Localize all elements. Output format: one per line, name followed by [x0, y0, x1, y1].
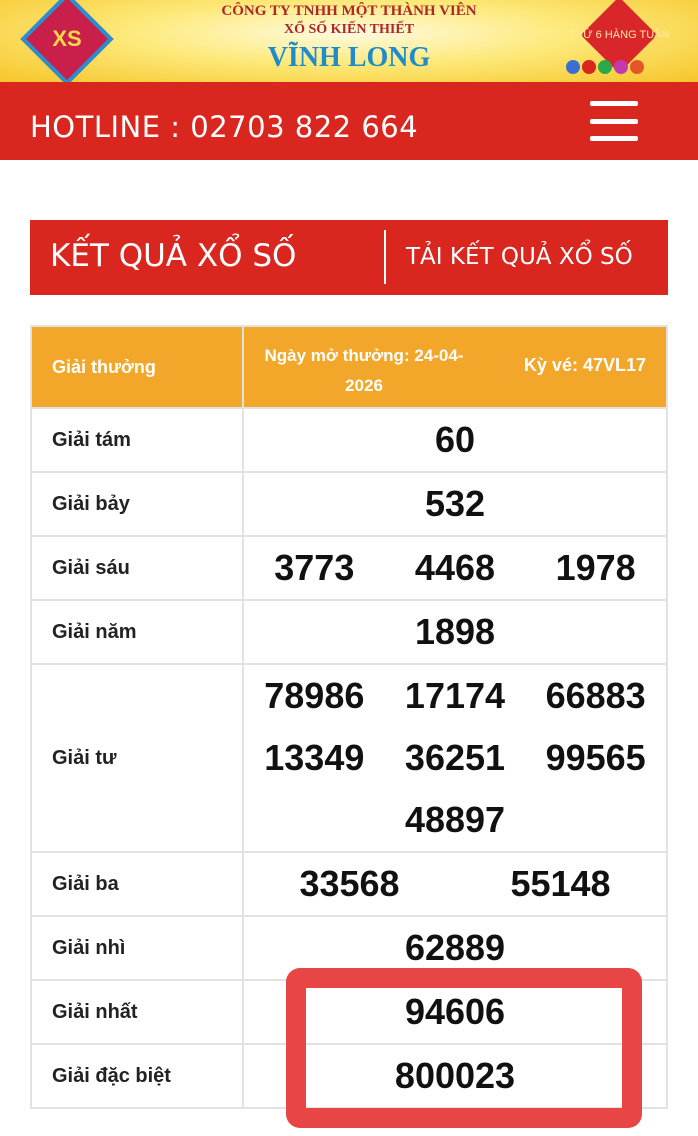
prize-name: Giải sáu	[30, 535, 244, 601]
table-row: Giải bảy 532	[30, 471, 668, 537]
hotline[interactable]: HOTLINE : 02703 822 664	[30, 110, 419, 144]
prize-number: 1898	[414, 611, 496, 652]
prize-numbers: 532	[242, 471, 668, 537]
company-line-2: XỔ SỐ KIẾN THIẾT	[283, 22, 415, 37]
section-title: KẾT QUẢ XỔ SỐ	[50, 238, 297, 274]
badge-text: THỨ 6 HÀNG TUẦN	[568, 29, 670, 41]
prize-number: 36251	[404, 737, 506, 778]
table-row: Giải sáu 3773 4468 1978	[30, 535, 668, 601]
prize-number: 99565	[545, 737, 646, 778]
download-results-link[interactable]: TẢI KẾT QUẢ XỔ SỐ	[406, 244, 633, 270]
prize-numbers: 800023	[242, 1043, 668, 1109]
prize-number: 1978	[555, 547, 636, 588]
prize-numbers: 78986 17174 66883 13349 36251 99565 48897	[242, 663, 668, 853]
highlight-box	[286, 968, 642, 1128]
prize-name: Giải nhì	[30, 915, 244, 981]
prize-number: 62889	[404, 927, 506, 968]
lottery-balls-icon	[566, 60, 644, 74]
draw-date: Ngày mở thưởng: 24-04-2026	[264, 346, 464, 395]
prize-number: 94606	[404, 991, 506, 1032]
divider	[384, 230, 386, 284]
prize-number: 66883	[545, 675, 646, 716]
prize-number: 13349	[264, 737, 365, 778]
site-banner: XS CÔNG TY TNHH MỘT THÀNH VIÊN XỔ SỐ KIẾ…	[0, 0, 698, 86]
company-name: VĨNH LONG	[267, 42, 431, 73]
prize-number: 60	[434, 419, 476, 460]
prize-number: 78986	[264, 675, 365, 716]
prize-number: 33568	[299, 863, 400, 904]
prize-number: 3773	[274, 547, 355, 588]
prize-name: Giải bảy	[30, 471, 244, 537]
prize-number: 532	[424, 483, 486, 524]
prize-column-header: Giải thưởng	[30, 325, 244, 409]
prize-number: 800023	[394, 1055, 516, 1096]
nav-bar: HOTLINE : 02703 822 664	[0, 82, 698, 160]
prize-name: Giải tám	[30, 407, 244, 473]
prize-name: Giải ba	[30, 851, 244, 917]
prize-numbers: 3773 4468 1978	[242, 535, 668, 601]
prize-numbers: 60	[242, 407, 668, 473]
company-line-1: CÔNG TY TNHH MỘT THÀNH VIÊN	[221, 3, 477, 19]
prize-name: Giải nhất	[30, 979, 244, 1045]
table-row: Giải ba 33568 55148	[30, 851, 668, 917]
ticket-code: Kỳ vé: 47VL17	[523, 355, 646, 375]
prize-number: 17174	[404, 675, 506, 716]
prize-numbers: 1898	[242, 599, 668, 665]
prize-name: Giải đặc biệt	[30, 1043, 244, 1109]
prize-number: 48897	[404, 799, 506, 840]
hamburger-menu-icon[interactable]	[590, 101, 638, 141]
table-row: Giải năm 1898	[30, 599, 668, 665]
prize-name: Giải năm	[30, 599, 244, 665]
results-title-bar: KẾT QUẢ XỔ SỐ TẢI KẾT QUẢ XỔ SỐ	[30, 220, 668, 295]
draw-info-header: Ngày mở thưởng: 24-04-2026 Kỳ vé: 47VL17	[242, 325, 668, 409]
prize-name: Giải tư	[30, 663, 244, 853]
table-row: Giải đặc biệt 800023	[30, 1043, 668, 1109]
prize-numbers: 33568 55148	[242, 851, 668, 917]
table-row: Giải tư 78986 17174 66883 13349 36251 99565 488…	[30, 663, 668, 853]
table-row: Giải tám 60	[30, 407, 668, 473]
prize-number: 4468	[414, 547, 496, 588]
prize-number: 55148	[510, 863, 611, 904]
